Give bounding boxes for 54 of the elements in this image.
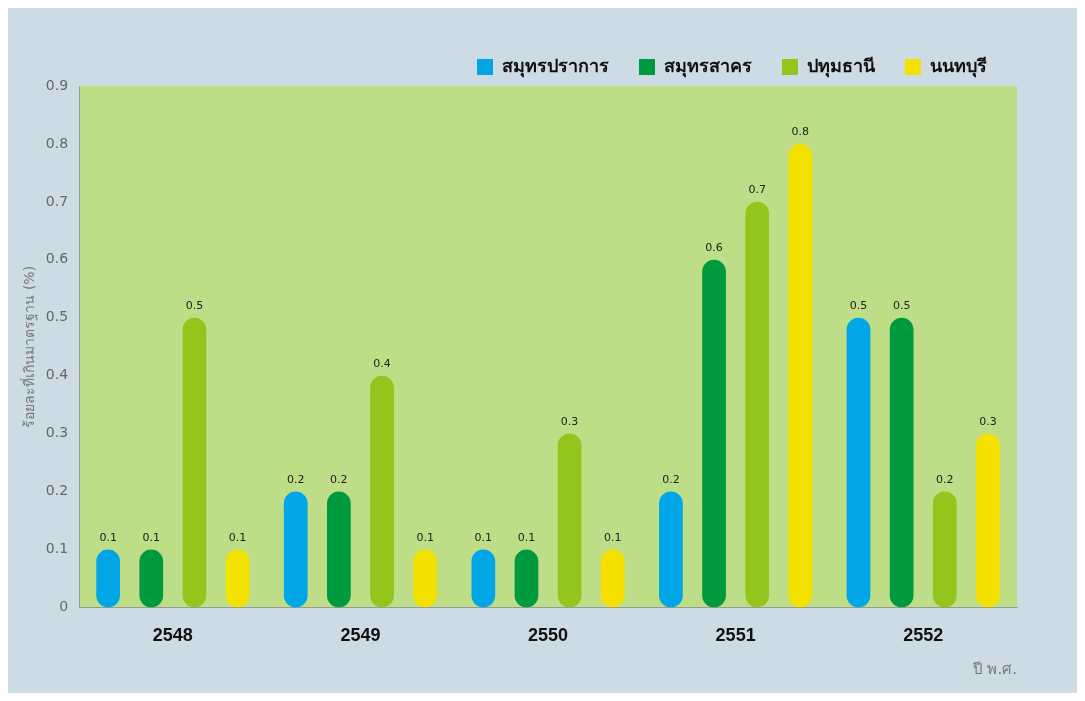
- bar: [932, 491, 957, 608]
- bar: [846, 317, 871, 608]
- x-tick-label: 2552: [903, 625, 944, 646]
- y-tick-label: 0.4: [45, 366, 69, 383]
- data-label: 0.7: [748, 183, 766, 197]
- data-label: 0.2: [662, 472, 680, 486]
- x-axis-title: ปี พ.ศ.: [971, 659, 1017, 678]
- x-tick-label: 2549: [340, 625, 381, 646]
- bar: [557, 433, 582, 608]
- y-tick-label: 0: [59, 598, 69, 615]
- data-label: 0.3: [979, 414, 997, 428]
- data-label: 0.1: [99, 530, 117, 544]
- data-label: 0.4: [373, 357, 391, 371]
- data-label: 0.2: [286, 472, 305, 486]
- bar: [702, 259, 726, 608]
- bar: [327, 491, 351, 608]
- legend-label: สมุทรสาคร: [664, 54, 752, 78]
- y-tick-label: 0.8: [45, 134, 69, 151]
- data-label: 0.5: [849, 299, 868, 313]
- data-label: 0.6: [705, 241, 723, 255]
- data-label: 0.5: [185, 299, 204, 313]
- data-label: 0.3: [560, 414, 579, 428]
- legend-label: สมุทรปราการ: [502, 54, 609, 78]
- legend-label: นนทบุรี: [930, 54, 987, 78]
- bar: [370, 375, 394, 608]
- y-tick-label: 0.2: [45, 482, 69, 499]
- y-tick-label: 0.6: [45, 250, 69, 267]
- bar: [889, 317, 914, 608]
- data-label: 0.1: [228, 530, 247, 544]
- data-label: 0.5: [892, 299, 911, 313]
- bar: [659, 491, 683, 608]
- x-tick-label: 2548: [152, 625, 193, 646]
- data-label: 0.1: [142, 530, 161, 544]
- y-tick-label: 0.1: [45, 540, 69, 557]
- bar: [182, 317, 207, 608]
- y-tick-label: 0.3: [45, 424, 69, 441]
- bar: [745, 201, 770, 608]
- legend-label: ปทุมธานี: [807, 54, 876, 78]
- data-label: 0.1: [416, 530, 434, 544]
- data-label: 0.2: [330, 472, 348, 486]
- bar: [976, 433, 1000, 608]
- data-label: 0.8: [791, 125, 810, 139]
- y-axis-title: ร้อยละที่เกินมาตรฐาน (%): [20, 265, 39, 428]
- y-tick-label: 0.9: [45, 76, 69, 93]
- data-label: 0.1: [517, 530, 536, 544]
- bar: [283, 491, 308, 608]
- data-label: 0.1: [604, 530, 622, 544]
- data-label: 0.2: [936, 472, 954, 486]
- data-label: 0.1: [474, 530, 493, 544]
- y-tick-label: 0.5: [45, 308, 69, 325]
- y-tick-label: 0.7: [45, 192, 69, 209]
- bar: [788, 143, 813, 608]
- x-tick-label: 2551: [715, 625, 756, 646]
- x-tick-label: 2550: [528, 625, 569, 646]
